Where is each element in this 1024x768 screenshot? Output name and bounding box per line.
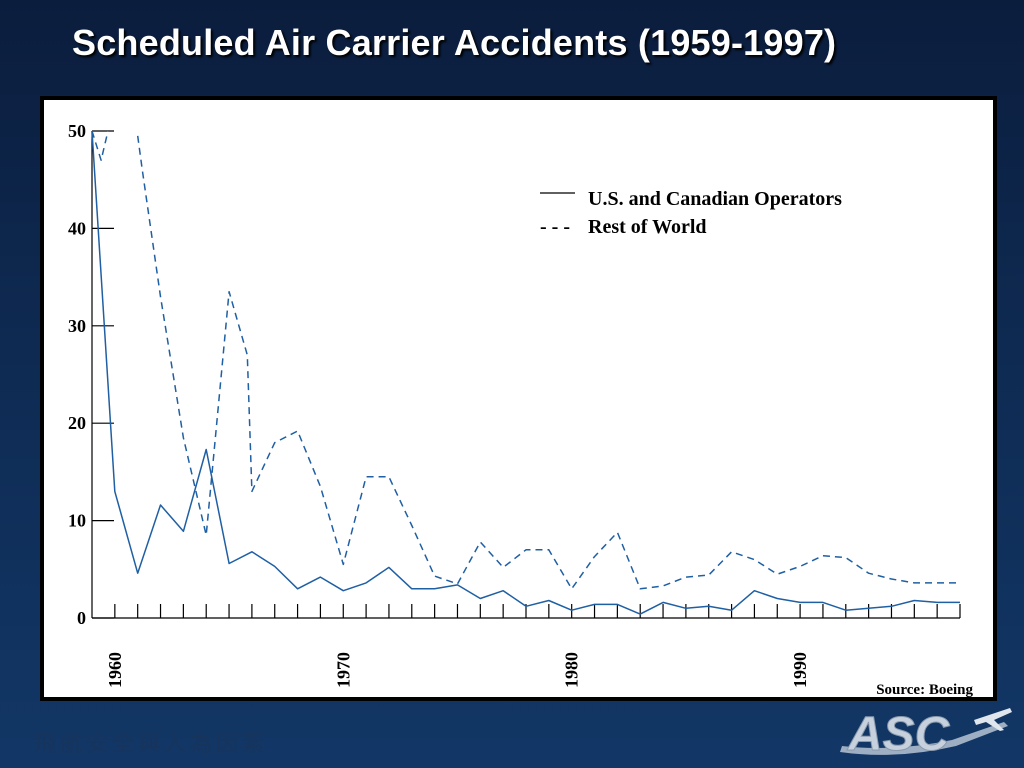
x-tick-label-1960: 1960 [105, 652, 125, 688]
y-tick-label-10: 10 [68, 511, 86, 531]
axes: 0 10 20 30 40 50 1960 1970 1980 1990 [68, 121, 961, 688]
x-tick-label-1970: 1970 [333, 652, 353, 688]
series-line-rest-of-world [91, 130, 960, 590]
asc-logo: ASC [840, 708, 1012, 762]
accident-line-chart: 0 10 20 30 40 50 1960 1970 1980 1990 - - - U.S. a… [68, 121, 973, 697]
y-tick-label-30: 30 [68, 316, 86, 336]
airplane-icon [974, 708, 1012, 731]
asc-logo-text: ASC [847, 708, 951, 761]
x-tick-label-1990: 1990 [790, 652, 810, 688]
y-tick-label-40: 40 [68, 218, 86, 238]
legend-swatch-dashed: - - - [540, 216, 570, 238]
slide-title: Scheduled Air Carrier Accidents (1959-19… [72, 22, 837, 63]
footer-caption: 飛航安全與人為因素 [34, 732, 269, 757]
swoosh-shape [840, 722, 1008, 755]
legend-label-us-canadian: U.S. and Canadian Operators [588, 188, 842, 210]
y-tick-label-50: 50 [68, 121, 86, 141]
legend: - - - U.S. and Canadian Operators Rest o… [540, 188, 842, 238]
series-line-us-canadian [91, 130, 960, 615]
series-lines [91, 130, 960, 615]
source-note: Source: Boeing [876, 682, 973, 697]
chart-panel: 0 10 20 30 40 50 1960 1970 1980 1990 - - - U.S. a… [40, 96, 997, 701]
legend-label-rest-of-world: Rest of World [588, 216, 707, 238]
y-tick-label-20: 20 [68, 413, 86, 433]
y-tick-label-0: 0 [77, 608, 86, 628]
x-tick-label-1980: 1980 [562, 652, 582, 688]
